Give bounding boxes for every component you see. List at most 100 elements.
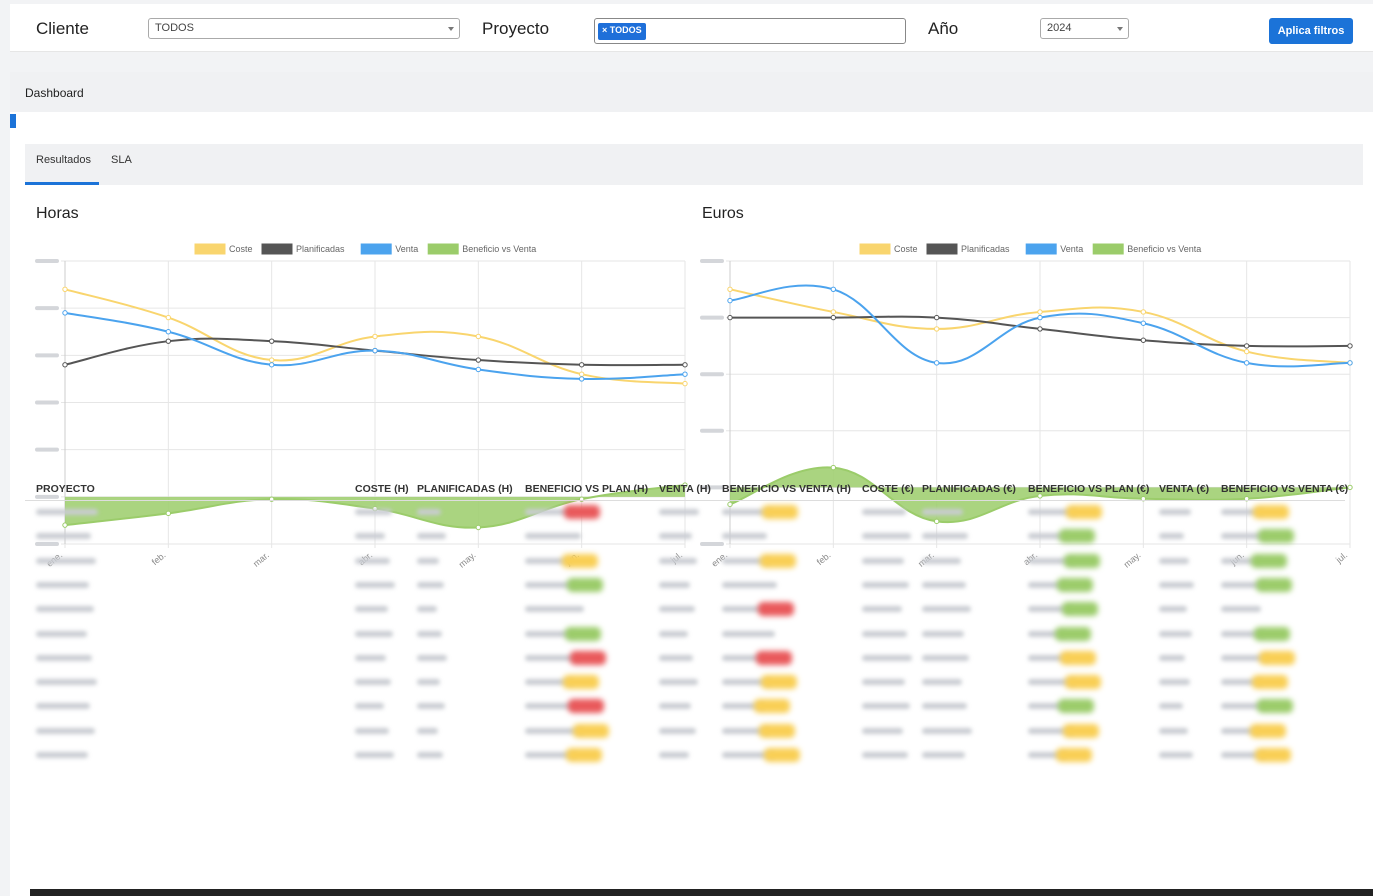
data-point <box>475 366 482 373</box>
cell-blurred <box>417 557 439 564</box>
data-point <box>268 362 275 368</box>
project-chip[interactable]: × TODOS <box>598 23 646 40</box>
col-beneficio-plan-h[interactable]: BENEFICIO VS PLAN (H) <box>525 483 649 495</box>
tab-bar: Resultados SLA <box>25 144 1363 185</box>
cell-blurred <box>355 581 395 588</box>
data-point <box>933 314 940 321</box>
cell-blurred <box>659 752 689 758</box>
data-point <box>475 357 482 363</box>
data-point <box>933 326 940 332</box>
data-point <box>933 360 940 366</box>
col-beneficio-plan-eur[interactable]: BENEFICIO VS PLAN (€) <box>1028 483 1150 495</box>
cell-blurred <box>36 752 88 758</box>
table-row[interactable] <box>25 525 1345 549</box>
cell-blurred <box>1028 654 1072 661</box>
status-highlight <box>1258 529 1294 544</box>
cell-blurred <box>922 752 965 758</box>
status-highlight <box>1259 650 1295 665</box>
status-highlight <box>1058 699 1094 714</box>
table-row[interactable] <box>25 695 1345 719</box>
data-point <box>268 338 275 344</box>
col-venta-h[interactable]: VENTA (H) <box>659 483 711 495</box>
data-point <box>727 297 733 304</box>
legend-swatch-0 <box>194 243 226 255</box>
breadcrumb: Dashboard <box>10 72 1373 112</box>
data-point <box>62 286 68 292</box>
status-highlight <box>759 723 795 738</box>
cell-blurred <box>659 727 696 734</box>
cell-blurred <box>36 533 91 540</box>
cell-blurred <box>1159 679 1190 686</box>
col-coste-eur[interactable]: COSTE (€) <box>862 483 914 495</box>
legend-swatch-2 <box>1025 243 1057 255</box>
year-select[interactable]: 2024 <box>1040 18 1129 39</box>
chart-title-horas: Horas <box>36 205 79 222</box>
cell-blurred <box>36 703 90 710</box>
ytick-label-blurred <box>35 306 59 311</box>
table-row[interactable] <box>25 501 1345 525</box>
legend-label: Planificadas <box>296 244 345 254</box>
status-highlight <box>1253 505 1289 519</box>
table-row[interactable] <box>25 744 1345 768</box>
data-point <box>62 522 68 528</box>
data-point <box>62 310 68 316</box>
project-multiselect[interactable]: × TODOS <box>594 18 906 44</box>
cell-blurred <box>1159 703 1183 710</box>
table-row[interactable] <box>25 671 1345 695</box>
status-highlight <box>1251 553 1287 568</box>
cell-blurred <box>417 654 447 661</box>
data-point <box>165 338 172 344</box>
cell-blurred <box>355 557 390 564</box>
cell-blurred <box>659 654 693 661</box>
legend-swatch-3 <box>427 243 459 255</box>
client-select[interactable]: TODOS <box>148 18 460 39</box>
table-row[interactable] <box>25 550 1345 574</box>
table-header: PROYECTO COSTE (H) PLANIFICADAS (H) BENE… <box>25 478 1349 501</box>
cell-blurred <box>417 703 445 710</box>
cell-blurred <box>525 752 578 758</box>
cell-blurred <box>1159 557 1189 564</box>
cell-blurred <box>1028 533 1071 540</box>
table-row[interactable] <box>25 598 1345 622</box>
table-row[interactable] <box>25 720 1345 744</box>
col-planificadas-eur[interactable]: PLANIFICADAS (€) <box>922 483 1016 495</box>
active-tab-indicator <box>25 182 99 185</box>
ytick-label-blurred <box>35 400 59 405</box>
apply-filters-button[interactable]: Aplica filtros <box>1269 18 1353 44</box>
cell-blurred <box>659 703 691 710</box>
status-highlight <box>562 553 598 568</box>
cell-blurred <box>922 557 961 564</box>
col-coste-h[interactable]: COSTE (H) <box>355 483 409 495</box>
status-highlight <box>1252 675 1288 690</box>
status-highlight <box>761 675 797 690</box>
cell-blurred <box>1028 679 1077 686</box>
cell-blurred <box>417 509 441 515</box>
ytick-label-blurred <box>35 542 59 546</box>
cell-blurred <box>1221 581 1268 588</box>
cell-blurred <box>862 581 909 588</box>
col-beneficio-venta-eur[interactable]: BENEFICIO VS VENTA (€) <box>1221 483 1349 495</box>
cell-blurred <box>355 679 391 686</box>
ytick-label-blurred <box>700 542 724 546</box>
tab-sla[interactable]: SLA <box>111 154 132 166</box>
legend-swatch-1 <box>926 243 958 255</box>
status-highlight <box>570 650 606 665</box>
col-planificadas-h[interactable]: PLANIFICADAS (H) <box>417 483 513 495</box>
table-row[interactable] <box>25 647 1345 671</box>
data-point <box>1037 326 1043 332</box>
col-beneficio-venta-h[interactable]: BENEFICIO VS VENTA (H) <box>722 483 851 495</box>
cell-blurred <box>922 630 964 637</box>
cell-blurred <box>1028 703 1070 710</box>
breadcrumb-dashboard[interactable]: Dashboard <box>25 86 84 100</box>
table-row[interactable] <box>25 623 1345 647</box>
data-point <box>1037 493 1043 499</box>
cell-blurred <box>862 509 906 515</box>
col-venta-eur[interactable]: VENTA (€) <box>1159 483 1210 495</box>
tab-resultados[interactable]: Resultados <box>36 154 92 166</box>
table-row[interactable] <box>25 574 1345 598</box>
cell-blurred <box>417 727 438 734</box>
data-point <box>682 482 688 488</box>
cell-blurred <box>722 703 766 710</box>
col-proyecto[interactable]: PROYECTO <box>36 483 95 495</box>
year-label: Año <box>928 19 959 38</box>
